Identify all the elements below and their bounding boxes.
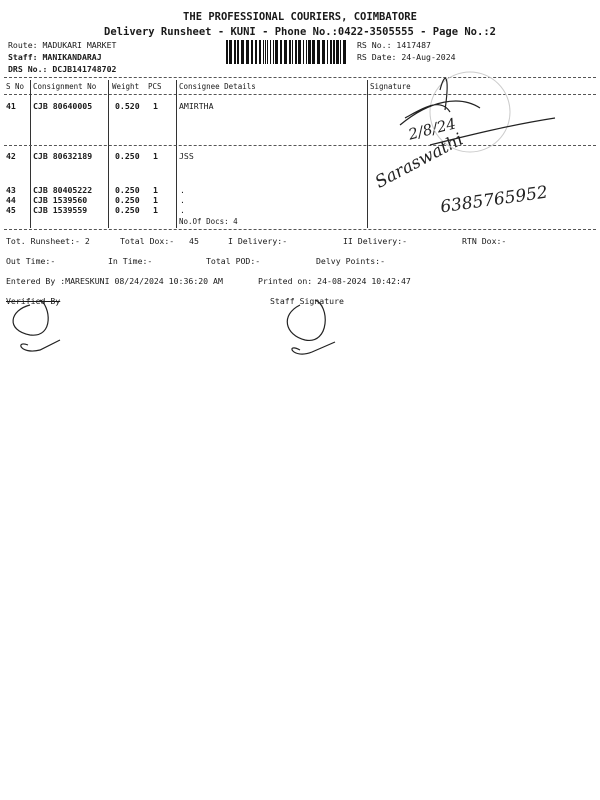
barcode-bar	[273, 40, 274, 64]
barcode-bar	[292, 40, 293, 64]
drs-no: DRS No.: DCJB141748702	[8, 64, 117, 74]
barcode-bar	[259, 40, 261, 64]
rtn-dox: RTN Dox:-	[462, 236, 507, 246]
barcode-bar	[289, 40, 291, 64]
column-line	[176, 80, 177, 228]
barcode-bar	[333, 40, 335, 64]
barcode-bar	[336, 40, 339, 64]
verified-signature	[12, 299, 61, 352]
row-consignee: .	[180, 185, 185, 195]
col-consignment: Consignment No	[33, 82, 97, 91]
barcode-bar	[340, 40, 341, 64]
row-consignee: .	[180, 205, 185, 215]
barcode-bar	[308, 40, 311, 64]
barcode-bar	[241, 40, 244, 64]
barcode-bar	[229, 40, 232, 64]
no-of-docs: No.Of Docs: 4	[179, 217, 238, 226]
ii-delivery: II Delivery:-	[343, 236, 408, 246]
route: Route: MADUKARI MARKET	[8, 40, 117, 50]
row-pcs: 1	[153, 195, 158, 205]
total-dox: Total Dox:- 45	[120, 236, 199, 246]
barcode-bar	[317, 40, 320, 64]
row-pcs: 1	[153, 101, 158, 111]
row-pcs: 1	[153, 151, 158, 161]
row-sno: 44	[6, 195, 16, 205]
in-time: In Time:-	[108, 256, 153, 266]
i-delivery: I Delivery:-	[228, 236, 288, 246]
col-consignee: Consignee Details	[179, 82, 256, 91]
row-consignment: CJB 80405222	[33, 185, 93, 195]
rs-no: RS No.: 1417487	[357, 40, 431, 50]
total-pod: Total POD:-	[206, 256, 261, 266]
company-title: THE PROFESSIONAL COURIERS, COIMBATORE	[183, 11, 417, 23]
runsheet-subtitle: Delivery Runsheet - KUNI - Phone No.:042…	[104, 26, 496, 38]
row-pcs: 1	[153, 205, 158, 215]
row-sno: 41	[6, 101, 16, 111]
row-consignment: CJB 80632189	[33, 151, 93, 161]
divider	[4, 145, 596, 146]
row-consignee: JSS	[179, 151, 194, 161]
rs-date: RS Date: 24-Aug-2024	[357, 52, 456, 62]
barcode-bar	[312, 40, 315, 64]
row-weight: 0.250	[115, 195, 140, 205]
barcode-bar	[303, 40, 304, 64]
column-line	[108, 80, 109, 228]
row-weight: 0.250	[115, 205, 140, 215]
column-line	[30, 80, 31, 228]
col-pcs: PCS	[148, 82, 162, 91]
barcode-bar	[295, 40, 297, 64]
col-sno: S No	[6, 82, 25, 91]
handwritten-phone: 6385765952	[439, 182, 550, 218]
row-weight: 0.250	[115, 185, 140, 195]
barcode-bar	[246, 40, 249, 64]
barcode-bar	[270, 40, 271, 64]
entered-by: Entered By :MARESKUNI 08/24/2024 10:36:2…	[6, 276, 223, 286]
row-pcs: 1	[153, 185, 158, 195]
barcode-bar	[306, 40, 307, 64]
row-weight: 0.520	[115, 101, 140, 111]
verified-by: Verified By	[6, 296, 61, 306]
barcode-bar	[267, 40, 268, 64]
row-sno: 45	[6, 205, 16, 215]
row-consignee: .	[180, 195, 185, 205]
row-consignee: AMIRTHA	[179, 101, 214, 111]
barcode-bar	[237, 40, 239, 64]
row-sno: 42	[6, 151, 16, 161]
row-consignment: CJB 1539560	[33, 195, 88, 205]
barcode-bar	[226, 40, 228, 64]
row-sno: 43	[6, 185, 16, 195]
tot-runsheet: Tot. Runsheet:- 2	[6, 236, 90, 246]
divider	[4, 229, 596, 230]
column-line	[367, 80, 368, 228]
barcode-bar	[275, 40, 278, 64]
row-consignment: CJB 80640005	[33, 101, 93, 111]
barcode-bar	[330, 40, 332, 64]
row-weight: 0.250	[115, 151, 140, 161]
barcode-bar	[284, 40, 287, 64]
barcode-bar	[234, 40, 236, 64]
barcode-bar	[280, 40, 282, 64]
barcode-bar	[263, 40, 264, 64]
barcode-bar	[255, 40, 257, 64]
printed-on: Printed on: 24-08-2024 10:42:47	[258, 276, 411, 286]
barcode-bar	[322, 40, 325, 64]
row-consignment: CJB 1539559	[33, 205, 88, 215]
barcode-bar	[298, 40, 301, 64]
barcode-bar	[343, 40, 346, 64]
barcode-bar	[265, 40, 266, 64]
out-time: Out Time:-	[6, 256, 56, 266]
divider	[4, 94, 596, 95]
delvy-points: Delvy Points:-	[316, 256, 386, 266]
col-weight: Weight	[112, 82, 140, 91]
col-signature: Signature	[370, 82, 411, 91]
staff-signature-mark	[286, 299, 336, 355]
barcode-bar	[327, 40, 328, 64]
divider	[4, 77, 596, 78]
barcode-bar	[251, 40, 253, 64]
staff-signature: Staff Signature	[270, 296, 344, 306]
staff: Staff: MANIKANDARAJ	[8, 52, 102, 62]
